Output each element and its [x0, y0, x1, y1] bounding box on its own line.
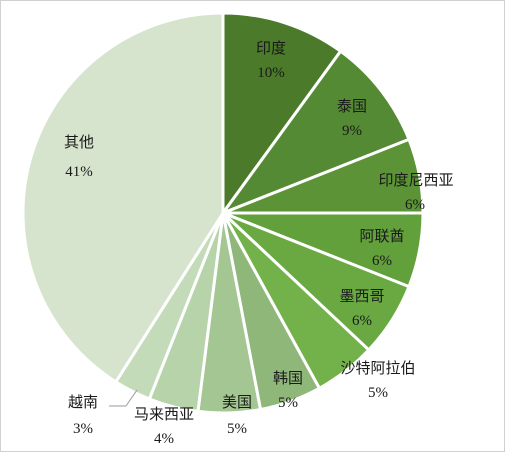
slice-percent-6: 5%	[368, 385, 388, 401]
slice-label-8: 美国	[222, 393, 252, 411]
slice-percent-11: 41%	[65, 164, 93, 180]
slice-label-9: 马来西亚	[134, 405, 194, 423]
slice-percent-5: 6%	[352, 313, 372, 329]
pie-slice-2	[221, 49, 411, 215]
slice-percent-7: 5%	[278, 395, 298, 411]
slice-percent-10: 3%	[73, 421, 93, 437]
slice-label-3: 印度尼西亚	[378, 171, 453, 189]
pie-slices	[21, 11, 425, 415]
slice-percent-4: 6%	[372, 253, 392, 269]
slice-percent-2: 9%	[342, 123, 362, 139]
slice-label-4: 阿联酋	[359, 227, 404, 245]
slice-label-10: 越南	[68, 393, 98, 411]
pie-slice-1	[221, 11, 343, 215]
slice-label-11: 其他	[64, 133, 94, 151]
slice-label-5: 墨西哥	[339, 287, 384, 305]
slice-label-1: 印度	[256, 39, 286, 57]
pie-labels: 印度10%泰国9%印度尼西亚6%阿联酋6%墨西哥6%沙特阿拉伯5%韩国5%美国5…	[64, 39, 454, 447]
leader-line-segment	[125, 389, 138, 407]
pie-slice-11	[21, 11, 225, 384]
slice-percent-8: 5%	[227, 421, 247, 437]
slice-label-6: 沙特阿拉伯	[340, 359, 415, 377]
slice-percent-1: 10%	[257, 65, 285, 81]
slice-percent-3: 6%	[405, 197, 425, 213]
slice-label-7: 韩国	[273, 369, 303, 387]
slice-percent-9: 4%	[154, 431, 174, 447]
slice-label-2: 泰国	[337, 97, 367, 115]
